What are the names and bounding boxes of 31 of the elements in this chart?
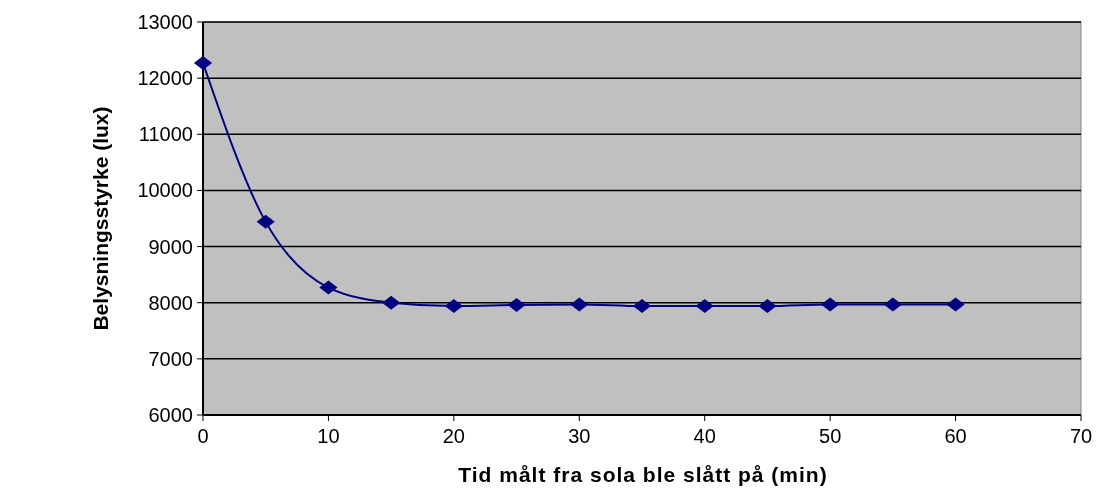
x-tick-label: 0: [197, 425, 209, 447]
y-tick-label: 10000: [137, 179, 193, 202]
point: [256, 214, 275, 229]
x-tick-label: 40: [693, 425, 716, 447]
point: [695, 299, 714, 314]
y-tick-label: 11000: [138, 123, 193, 146]
point: [632, 299, 652, 314]
y-tick-label: 9000: [148, 235, 193, 258]
y-tick-label: 8000: [148, 291, 193, 314]
x-tick-label: 30: [568, 425, 591, 447]
point: [382, 295, 401, 310]
y-tick-label: 13000: [137, 11, 193, 33]
x-tick-label: 10: [317, 425, 340, 447]
point: [193, 55, 213, 70]
point: [444, 299, 463, 314]
y-tick-label: 7000: [148, 347, 193, 370]
y-tick-label: 12000: [137, 67, 193, 90]
point: [570, 297, 589, 312]
point: [507, 297, 526, 312]
x-tick-label: 50: [819, 425, 842, 447]
point: [319, 280, 338, 295]
point: [758, 299, 777, 314]
point: [821, 297, 840, 312]
x-tick-label: 60: [944, 425, 967, 447]
y-axis-title: Belysningsstyrke (lux): [89, 106, 112, 331]
y-tick-label: 6000: [148, 404, 193, 426]
point: [883, 297, 902, 312]
x-tick-label: 70: [1069, 425, 1093, 447]
x-tick-label: 20: [442, 425, 465, 447]
x-axis-title: Tid målt fra sola ble slått på (min): [458, 463, 828, 486]
point: [946, 297, 965, 312]
